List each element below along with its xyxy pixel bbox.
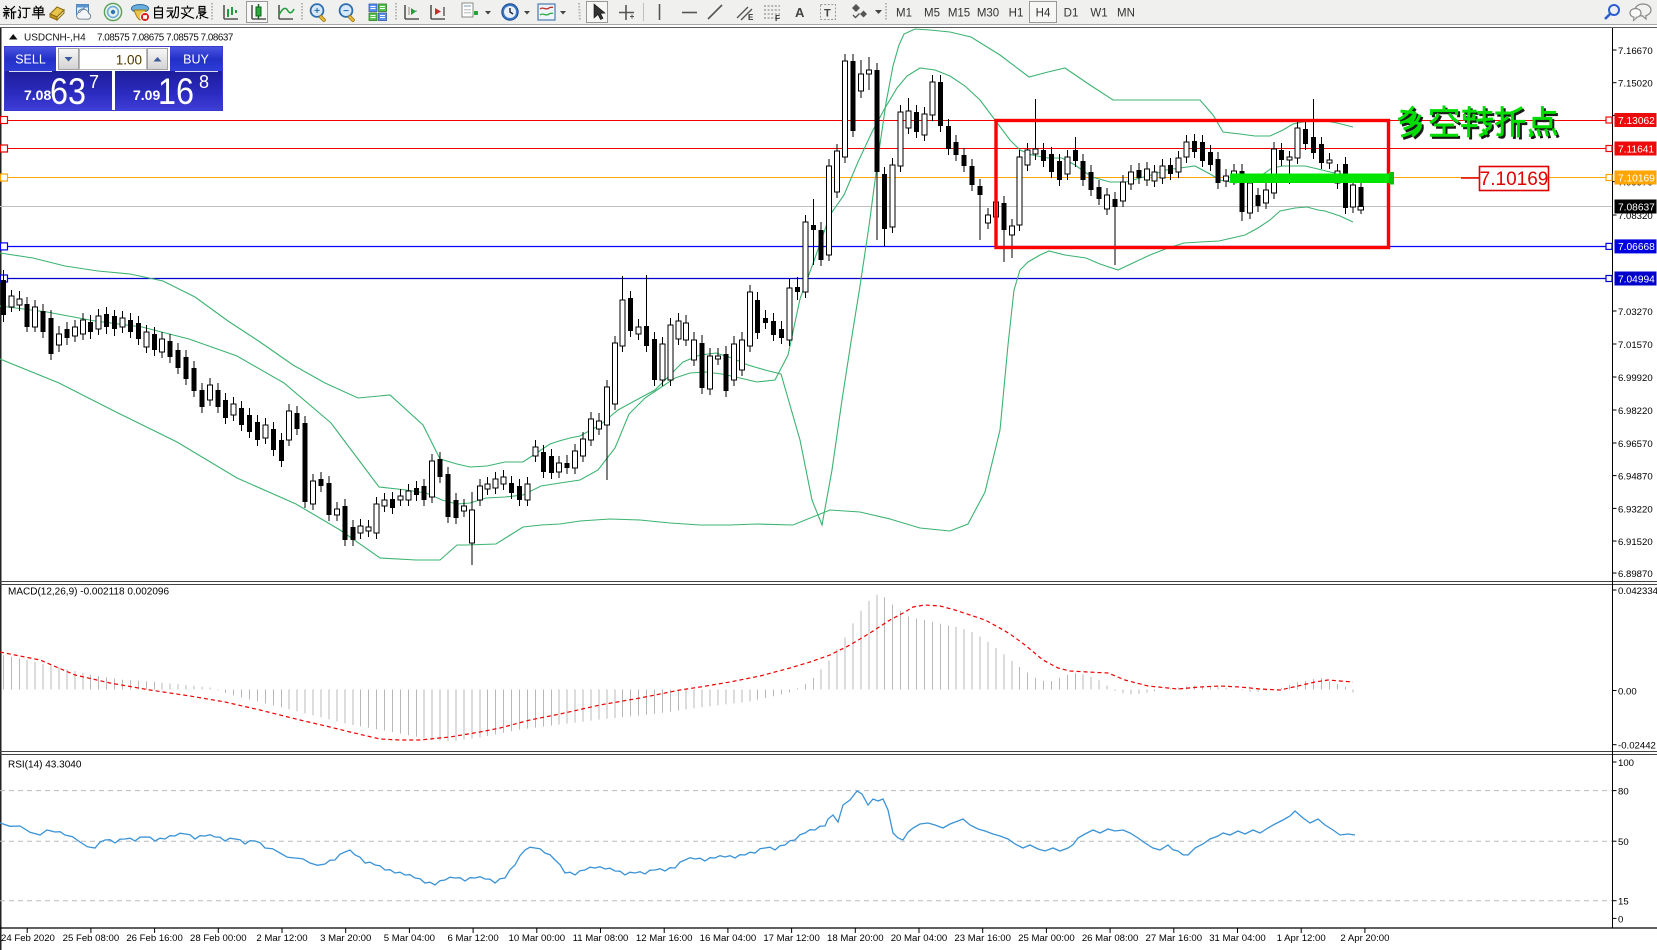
svg-text:0.042334: 0.042334 [1618, 586, 1657, 597]
svg-text:RSI(14) 43.3040: RSI(14) 43.3040 [8, 760, 82, 771]
svg-text:7.08: 7.08 [24, 87, 51, 103]
svg-text:M1: M1 [896, 8, 912, 20]
svg-text:6 Mar 12:00: 6 Mar 12:00 [447, 933, 498, 944]
svg-text:−: − [343, 6, 349, 17]
svg-text:17 Mar 12:00: 17 Mar 12:00 [763, 933, 820, 944]
svg-text:1.00: 1.00 [116, 53, 142, 68]
svg-text:2 Apr 20:00: 2 Apr 20:00 [1340, 933, 1389, 944]
svg-text:24 Feb 2020: 24 Feb 2020 [1, 933, 55, 944]
svg-text:+: + [314, 6, 320, 17]
svg-text:10 Mar 00:00: 10 Mar 00:00 [509, 933, 566, 944]
svg-text:7.08637: 7.08637 [1618, 202, 1655, 213]
svg-text:7.09: 7.09 [133, 87, 160, 103]
svg-text:100: 100 [1618, 758, 1634, 769]
svg-text:T: T [824, 8, 831, 20]
svg-text:A: A [795, 5, 805, 20]
svg-text:1 Apr 12:00: 1 Apr 12:00 [1277, 933, 1326, 944]
svg-text:7.10169: 7.10169 [1618, 173, 1655, 184]
svg-text:0: 0 [1618, 914, 1623, 925]
svg-text:5 Mar 04:00: 5 Mar 04:00 [384, 933, 435, 944]
svg-text:E: E [748, 13, 754, 22]
svg-text:H4: H4 [1036, 8, 1051, 20]
svg-text:7.06668: 7.06668 [1618, 242, 1655, 253]
svg-text:7.11641: 7.11641 [1618, 144, 1654, 155]
svg-text:63: 63 [50, 71, 86, 112]
svg-text:7.13062: 7.13062 [1618, 116, 1655, 127]
svg-text:25 Mar 00:00: 25 Mar 00:00 [1018, 933, 1075, 944]
svg-text:D1: D1 [1064, 8, 1079, 20]
svg-text:M15: M15 [948, 8, 970, 20]
svg-text:6.94870: 6.94870 [1618, 472, 1653, 483]
svg-text:6.98220: 6.98220 [1618, 406, 1653, 417]
svg-text:MN: MN [1117, 8, 1135, 20]
svg-text:16: 16 [158, 71, 194, 112]
svg-text:7.15020: 7.15020 [1618, 79, 1653, 90]
svg-text:6.99920: 6.99920 [1618, 373, 1653, 384]
svg-text:18 Mar 20:00: 18 Mar 20:00 [827, 933, 884, 944]
svg-text:28 Feb 00:00: 28 Feb 00:00 [190, 933, 247, 944]
svg-text:MACD(12,26,9) -0.002118 0.0020: MACD(12,26,9) -0.002118 0.002096 [8, 587, 169, 598]
svg-text:26 Feb 16:00: 26 Feb 16:00 [126, 933, 183, 944]
svg-text:6.93220: 6.93220 [1618, 504, 1653, 515]
svg-text:0.00: 0.00 [1618, 687, 1637, 698]
svg-text:7.04994: 7.04994 [1618, 274, 1655, 285]
svg-text:7: 7 [89, 72, 99, 92]
svg-text:23 Mar 16:00: 23 Mar 16:00 [954, 933, 1011, 944]
svg-text:M5: M5 [924, 8, 940, 20]
svg-text:20 Mar 04:00: 20 Mar 04:00 [891, 933, 948, 944]
svg-text:16 Mar 04:00: 16 Mar 04:00 [700, 933, 757, 944]
svg-text:8: 8 [199, 72, 209, 92]
svg-text:7.10169: 7.10169 [1480, 169, 1549, 190]
svg-text:27 Mar 16:00: 27 Mar 16:00 [1146, 933, 1203, 944]
svg-text:15: 15 [1618, 897, 1629, 908]
svg-text:7.01570: 7.01570 [1618, 340, 1653, 351]
svg-text:25 Feb 08:00: 25 Feb 08:00 [63, 933, 120, 944]
svg-text:7.08320: 7.08320 [1618, 211, 1653, 222]
svg-text:2 Mar 12:00: 2 Mar 12:00 [256, 933, 307, 944]
svg-text:6.91520: 6.91520 [1618, 537, 1653, 548]
svg-text:6.96570: 6.96570 [1618, 439, 1653, 450]
svg-text:3 Mar 20:00: 3 Mar 20:00 [320, 933, 371, 944]
svg-text:USDCNH-,H4: USDCNH-,H4 [24, 33, 86, 44]
svg-text:W1: W1 [1090, 8, 1107, 20]
svg-text:26 Mar 08:00: 26 Mar 08:00 [1082, 933, 1139, 944]
svg-text:11 Mar 08:00: 11 Mar 08:00 [573, 933, 629, 944]
svg-text:6.89870: 6.89870 [1618, 569, 1653, 580]
svg-text:SELL: SELL [15, 53, 46, 67]
svg-text:-0.02442: -0.02442 [1618, 741, 1656, 752]
svg-text:BUY: BUY [183, 53, 209, 67]
svg-text:12 Mar 16:00: 12 Mar 16:00 [636, 933, 693, 944]
svg-text:31 Mar 04:00: 31 Mar 04:00 [1209, 933, 1266, 944]
svg-text:7.16670: 7.16670 [1618, 46, 1653, 57]
svg-text:50: 50 [1618, 837, 1629, 848]
svg-text:80: 80 [1618, 787, 1629, 798]
svg-text:F: F [775, 14, 780, 23]
svg-text:7.08575 7.08675 7.08575 7.0863: 7.08575 7.08675 7.08575 7.08637 [97, 33, 233, 44]
svg-text:H1: H1 [1009, 8, 1024, 20]
svg-text:7.03270: 7.03270 [1618, 307, 1653, 318]
svg-text:M30: M30 [977, 8, 999, 20]
